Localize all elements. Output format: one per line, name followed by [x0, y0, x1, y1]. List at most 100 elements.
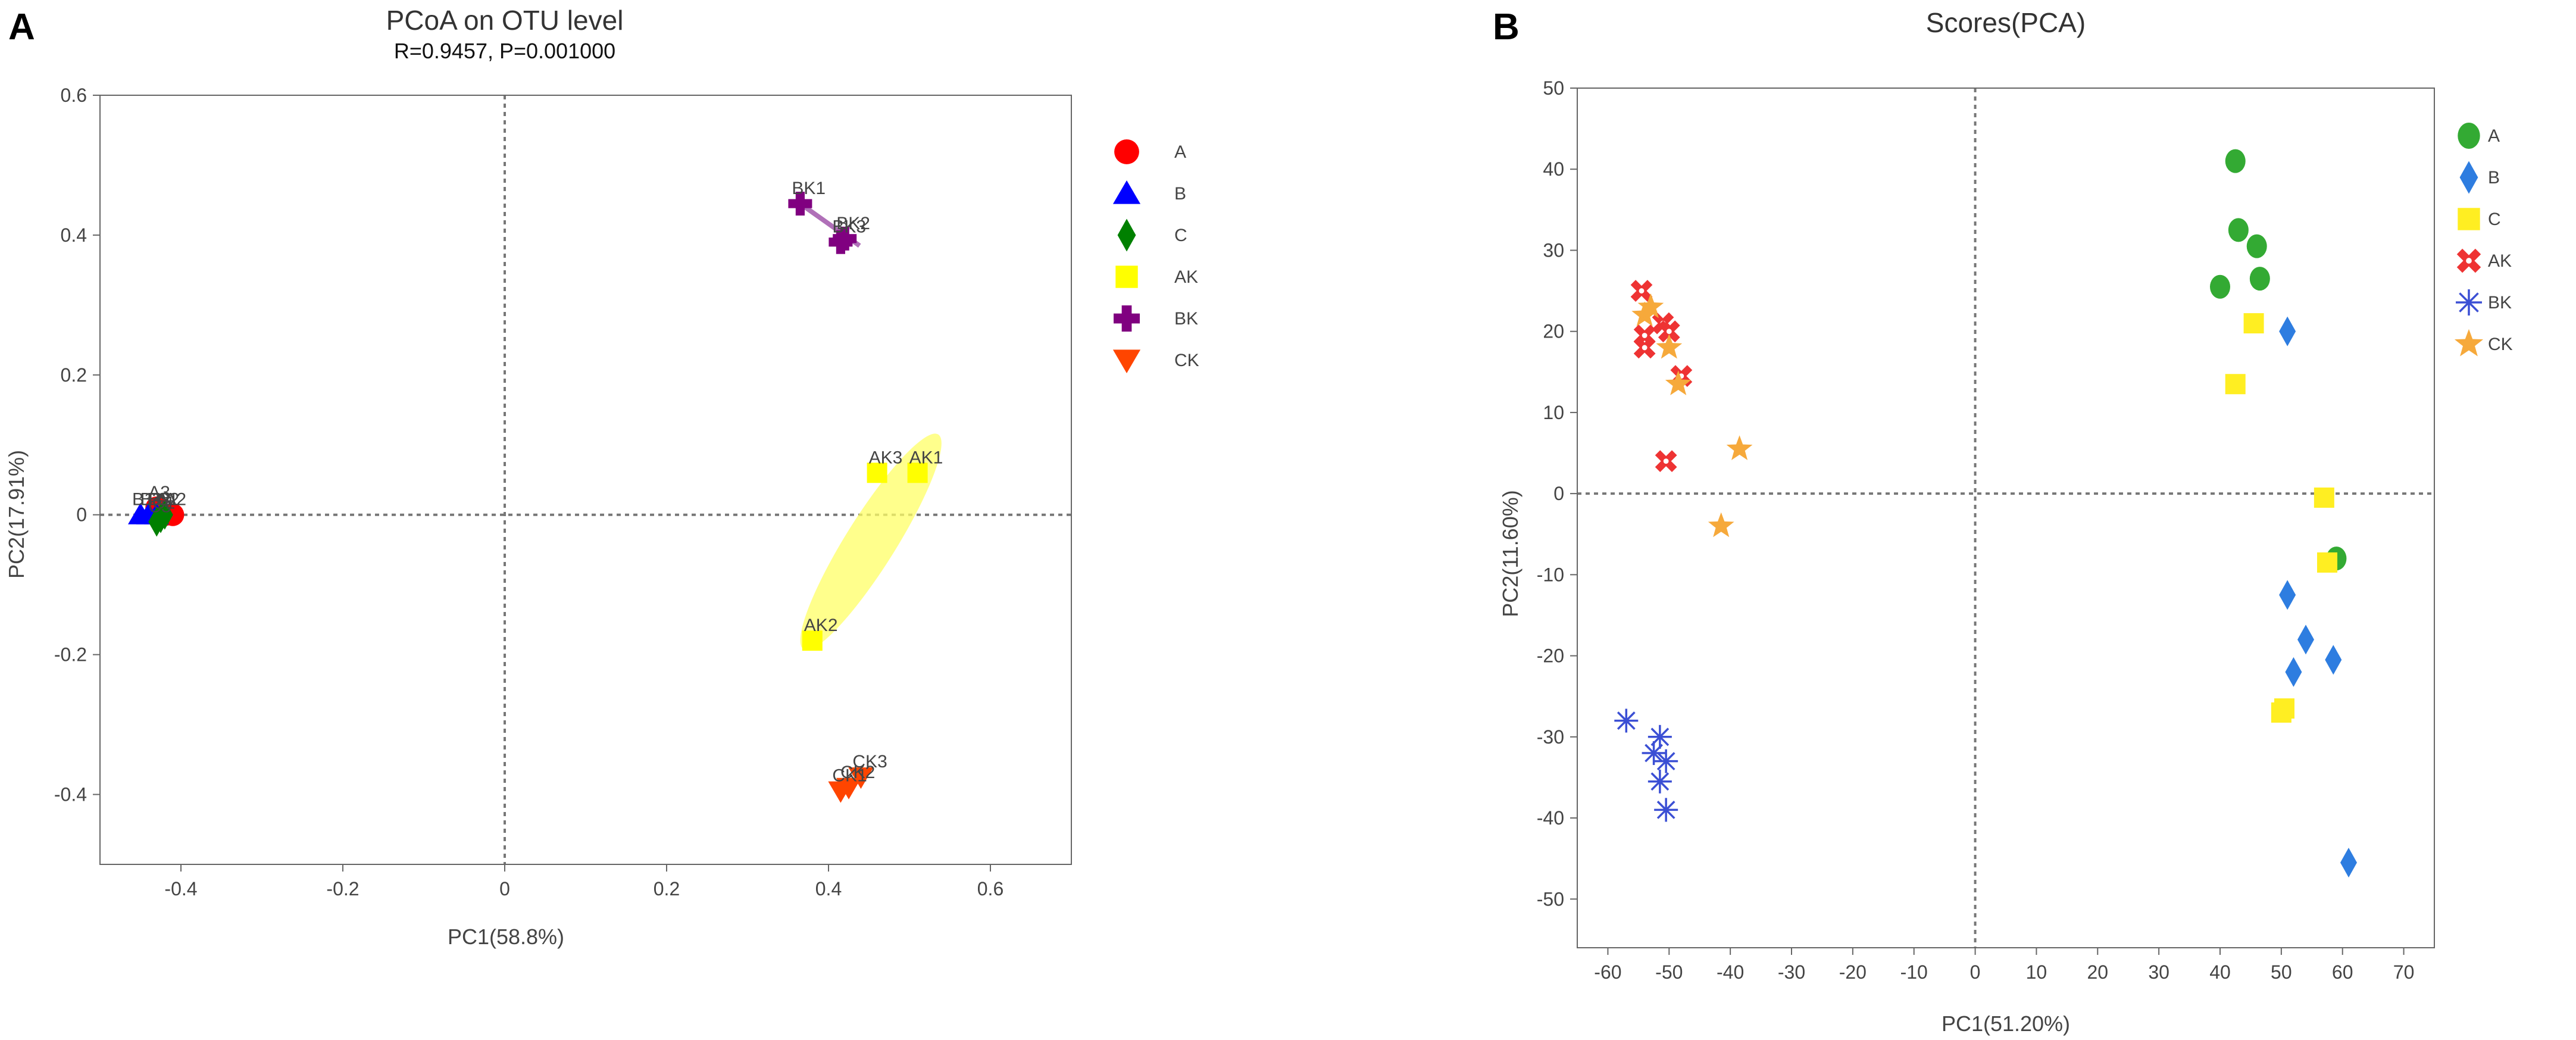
plot-frame — [99, 95, 1072, 865]
point-label: BK1 — [792, 179, 826, 198]
point-a — [2249, 267, 2270, 291]
legend-item-bk: BK — [1114, 305, 1198, 332]
panel-b-legend: A B C AK BK CK — [2454, 123, 2513, 357]
point-label: B1 — [132, 490, 154, 510]
point-ck — [1637, 293, 1664, 318]
point-bk — [1647, 769, 1672, 794]
legend-label: A — [1174, 142, 1186, 162]
y-tick-label: 0 — [76, 504, 87, 526]
point-ck — [1726, 435, 1753, 460]
legend-item-ck: CK — [1112, 349, 1199, 373]
point-label: C1 — [152, 494, 175, 513]
panel-b-y-axis-label: PC2(11.60%) — [1498, 490, 1523, 617]
panel-a-points — [128, 192, 928, 803]
y-tick-label: 10 — [1543, 402, 1564, 423]
point-label: BK2 — [836, 214, 870, 233]
legend-label: BK — [2488, 293, 2512, 313]
plot-frame — [1577, 88, 2435, 948]
point-ck — [836, 777, 861, 799]
point-c — [2225, 374, 2246, 395]
point-a — [2228, 218, 2249, 242]
point-label: CK1 — [832, 766, 867, 786]
legend-label: C — [2488, 210, 2501, 229]
x-tick-label: 0.4 — [815, 878, 842, 900]
y-tick-label: 0 — [1553, 483, 1564, 504]
panel-b-plot-area — [1577, 88, 2434, 948]
point-label: B2 — [148, 490, 170, 510]
y-tick-label: -40 — [1537, 807, 1564, 829]
panel-b-x-axis-label: PC1(51.20%) — [1942, 1011, 2070, 1036]
legend-marker-ak — [1115, 266, 1138, 288]
point-b — [2279, 316, 2296, 346]
legend-label: CK — [1174, 351, 1199, 370]
legend-marker-ak — [2456, 248, 2481, 273]
legend-label: BK — [1174, 309, 1198, 329]
point-ak — [1655, 450, 1677, 473]
panel-a-confidence-ellipses — [799, 201, 942, 793]
panel-b-letter: B — [1493, 7, 1520, 48]
y-tick-label: -0.4 — [54, 784, 87, 805]
y-tick-label: 50 — [1543, 77, 1564, 99]
x-tick-label: -0.4 — [164, 878, 197, 900]
panel-a-legend: A B C AK BK CK — [1112, 139, 1199, 373]
point-label: AK3 — [869, 448, 903, 467]
point-c — [148, 507, 165, 537]
x-tick-label: 0.2 — [654, 878, 680, 900]
legend-label: CK — [2488, 335, 2513, 354]
legend-marker-a — [1114, 139, 1139, 164]
legend-label: B — [1174, 184, 1186, 204]
x-tick-label: 30 — [2148, 961, 2169, 983]
point-bk — [1654, 749, 1678, 773]
y-tick-label: -10 — [1537, 564, 1564, 585]
legend-marker-ck — [1112, 349, 1141, 373]
legend-marker-b — [1112, 180, 1141, 204]
point-a — [2210, 274, 2230, 299]
legend-item-a: A — [1114, 139, 1186, 164]
point-ak — [907, 463, 928, 483]
legend-marker-a — [2458, 123, 2480, 149]
y-tick-label: 30 — [1543, 239, 1564, 261]
point-ck — [848, 767, 874, 789]
panel-a-letter: A — [8, 7, 35, 48]
legend-marker-bk — [2456, 289, 2482, 316]
point-label: A3 — [148, 483, 170, 502]
legend-item-c: C — [2458, 208, 2501, 230]
panel-a-y-axis-label: PC2(17.91%) — [4, 450, 29, 579]
x-tick-label: 0.6 — [977, 878, 1003, 900]
x-tick-label: 50 — [2271, 961, 2292, 983]
panel-b-axes: -60 -50 -40 -30 -20 -10 0 10 20 30 40 50 60 70 -50 -40 -… — [1537, 77, 2435, 983]
y-tick-label: 0.6 — [61, 85, 87, 106]
panel-a-axes: -0.4 -0.2 0 0.2 0.4 0.6 -0.4 -0.2 0 0.2 0.4 0.6 — [54, 85, 1072, 900]
x-tick-label: -0.2 — [326, 878, 359, 900]
legend-label: AK — [1174, 267, 1198, 287]
point-b — [2325, 645, 2342, 675]
point-label: CK2 — [840, 763, 875, 782]
point-bk — [788, 192, 812, 216]
point-ak — [1630, 280, 1653, 302]
point-label: A2 — [164, 490, 186, 510]
point-label: C3 — [148, 496, 171, 516]
point-c — [2274, 698, 2294, 719]
legend-label: AK — [2488, 251, 2512, 271]
y-tick-label: 0.2 — [61, 364, 87, 386]
point-a — [2246, 234, 2267, 258]
legend-item-ak: AK — [2456, 248, 2512, 273]
ak-confidence-ellipse — [800, 433, 942, 650]
point-ck — [1656, 333, 1683, 359]
panel-a: A PCoA on OTU level R=0.9457, P=0.001000… — [4, 5, 1199, 949]
x-tick-label: -40 — [1717, 961, 1744, 983]
legend-marker-ck — [2454, 329, 2484, 357]
legend-item-ak: AK — [1115, 266, 1198, 288]
point-bk — [829, 230, 853, 254]
y-tick-label: -30 — [1537, 726, 1564, 748]
point-c — [2317, 552, 2337, 573]
point-ak — [802, 630, 823, 651]
y-tick-label: -20 — [1537, 645, 1564, 667]
legend-item-b: B — [2459, 161, 2500, 194]
legend-marker-c — [1117, 218, 1136, 252]
point-b — [2297, 624, 2314, 655]
point-a — [2225, 149, 2246, 173]
point-label: AK1 — [909, 448, 943, 467]
y-tick-label: -0.2 — [54, 644, 87, 666]
point-label: AK2 — [804, 616, 838, 635]
